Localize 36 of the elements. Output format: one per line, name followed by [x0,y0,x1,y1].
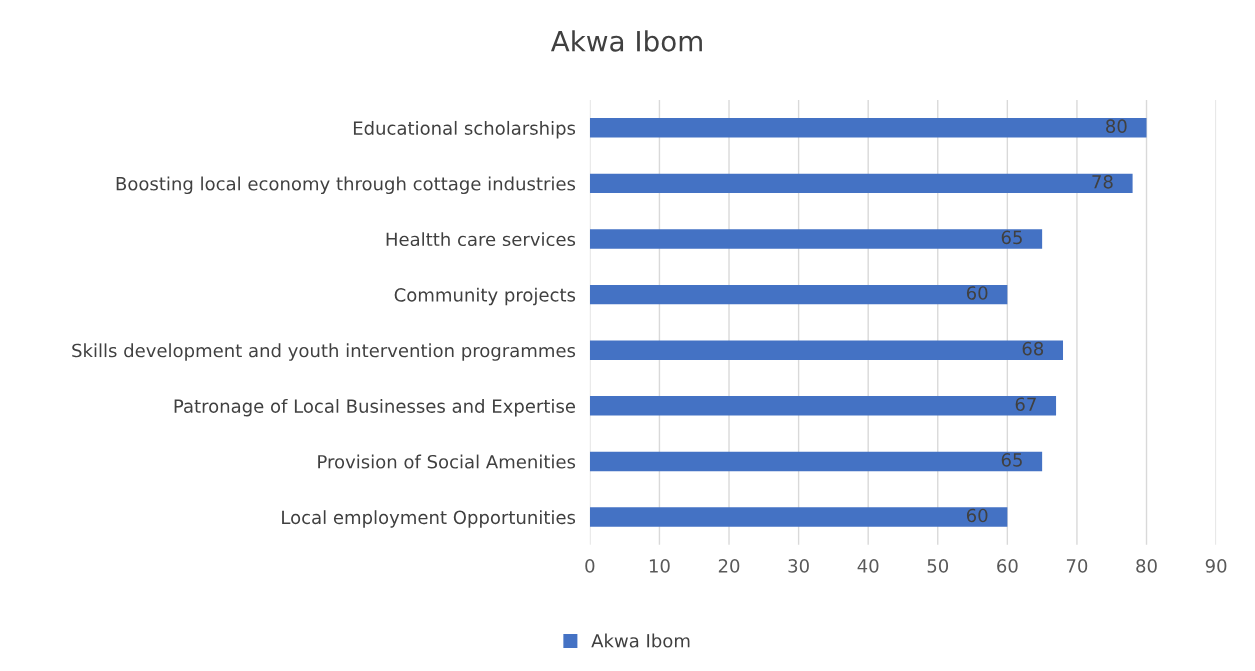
x-tick-label: 50 [927,559,949,573]
x-tick-label: 30 [788,559,809,573]
x-tick-label: 70 [1066,559,1088,573]
y-tick-label: Educational scholarships [353,120,576,139]
x-tick-label: 20 [718,559,740,573]
data-label: 67 [1015,397,1036,412]
y-tick-label: Boosting local economy through cottage industries [116,176,576,195]
data-label: 60 [966,286,988,300]
x-tick-label: 40 [857,559,879,573]
bar [589,340,1064,360]
y-tick-label: Patronage of Local Businesses and Expertise [174,398,575,417]
bar [589,229,1043,249]
bar [589,118,1147,138]
bar [589,173,1133,194]
y-tick-label: Skills development and youth intervention programmes [72,343,576,361]
data-label: 65 [1001,230,1022,245]
y-tick-label: Local employment Opportunities [282,510,576,528]
bar [589,507,1008,527]
data-label: 78 [1092,174,1113,189]
y-tick-label: Healtth care services [386,232,576,247]
x-tick-label: 0 [585,559,595,573]
data-label: 80 [1106,119,1127,134]
data-label: 68 [1022,341,1044,356]
y-tick-label: Provision of Social Amenities [318,454,576,469]
chart-title: Akwa Ibom [550,30,702,52]
legend-label: Akwa Ibom [591,633,690,648]
x-tick-label: 60 [997,559,1018,573]
data-label: 65 [1001,453,1022,467]
data-label: 60 [966,508,988,523]
bar [589,396,1057,416]
x-tick-label: 10 [649,559,670,573]
x-tick-label: 80 [1136,559,1157,573]
x-tick-label: 90 [1205,559,1227,573]
bar [589,284,1008,305]
bar [589,451,1043,472]
y-tick-label: Community projects [394,287,576,306]
